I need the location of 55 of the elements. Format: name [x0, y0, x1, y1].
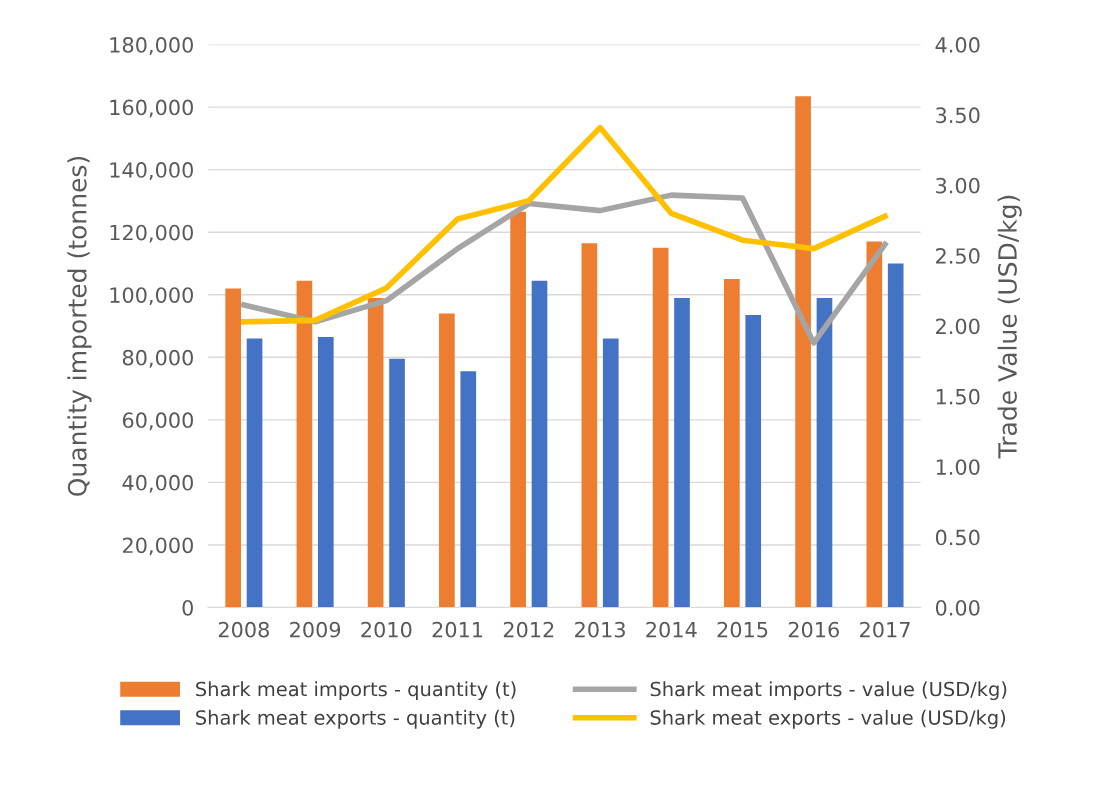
x-tick-label: 2015: [717, 621, 768, 638]
bar: [367, 297, 384, 608]
bar: [317, 336, 334, 608]
x-tick-label: 2010: [361, 621, 412, 638]
legend-label: Shark meat exports - value (USD/kg): [650, 709, 1006, 729]
y2-tick-label: 0.00: [935, 599, 980, 616]
y-tick-label: 60,000: [122, 412, 193, 431]
bar: [389, 358, 405, 608]
bar: [460, 371, 477, 608]
bar: [674, 297, 690, 608]
y2-tick-label: 3.50: [936, 107, 980, 124]
bar: [724, 279, 740, 608]
legend-label: Shark meat imports - quantity (t): [196, 681, 516, 701]
bar: [581, 243, 598, 608]
bar: [531, 280, 548, 608]
legend-label: Shark meat imports - value (USD/kg): [650, 681, 1007, 701]
bar: [887, 263, 904, 608]
x-tick-label: 2008: [218, 621, 269, 638]
bar: [296, 280, 313, 608]
x-tick-label: 2013: [575, 621, 625, 638]
y-tick-label: 80,000: [122, 349, 193, 368]
y2-tick-label: 1.50: [936, 388, 980, 405]
y2-axis-title: Trade Value (USD/kg): [997, 195, 1022, 459]
y-axis-title: Quantity imported (tonnes): [67, 156, 92, 496]
y-tick-label: 20,000: [122, 537, 193, 556]
y-tick-label: 160,000: [110, 99, 193, 118]
bar: [246, 338, 263, 608]
legend-label: Shark meat exports - quantity (t): [196, 709, 515, 729]
bar: [816, 297, 833, 608]
x-tick-label: 2009: [290, 621, 341, 638]
y2-tick-label: 1.00: [936, 459, 980, 475]
x-tick-label: 2017: [860, 621, 910, 638]
y-tick-label: 40,000: [122, 474, 193, 493]
x-tick-label: 2014: [646, 621, 697, 638]
y-tick-label: 140,000: [110, 162, 193, 180]
bar: [795, 96, 811, 608]
y2-tick-label: 4.00: [935, 37, 980, 53]
bar: [225, 288, 242, 608]
y2-tick-label: 2.50: [936, 248, 980, 264]
y-tick-label: 100,000: [110, 287, 193, 306]
bar: [745, 315, 762, 608]
bar: [652, 247, 669, 608]
y2-tick-label: 0.50: [935, 529, 980, 546]
x-tick-label: 2016: [788, 621, 839, 638]
bar: [602, 338, 619, 608]
bar: [439, 313, 455, 608]
y2-tick-label: 3.00: [936, 177, 980, 194]
bar: [510, 211, 526, 608]
y-tick-label: 180,000: [110, 37, 193, 55]
x-tick-label: 2012: [503, 621, 554, 638]
y-tick-label: 120,000: [110, 224, 193, 243]
y-tick-label: 0: [182, 599, 193, 616]
y2-tick-label: 2.00: [936, 318, 980, 335]
bar: [866, 241, 883, 608]
x-tick-label: 2011: [432, 621, 483, 638]
